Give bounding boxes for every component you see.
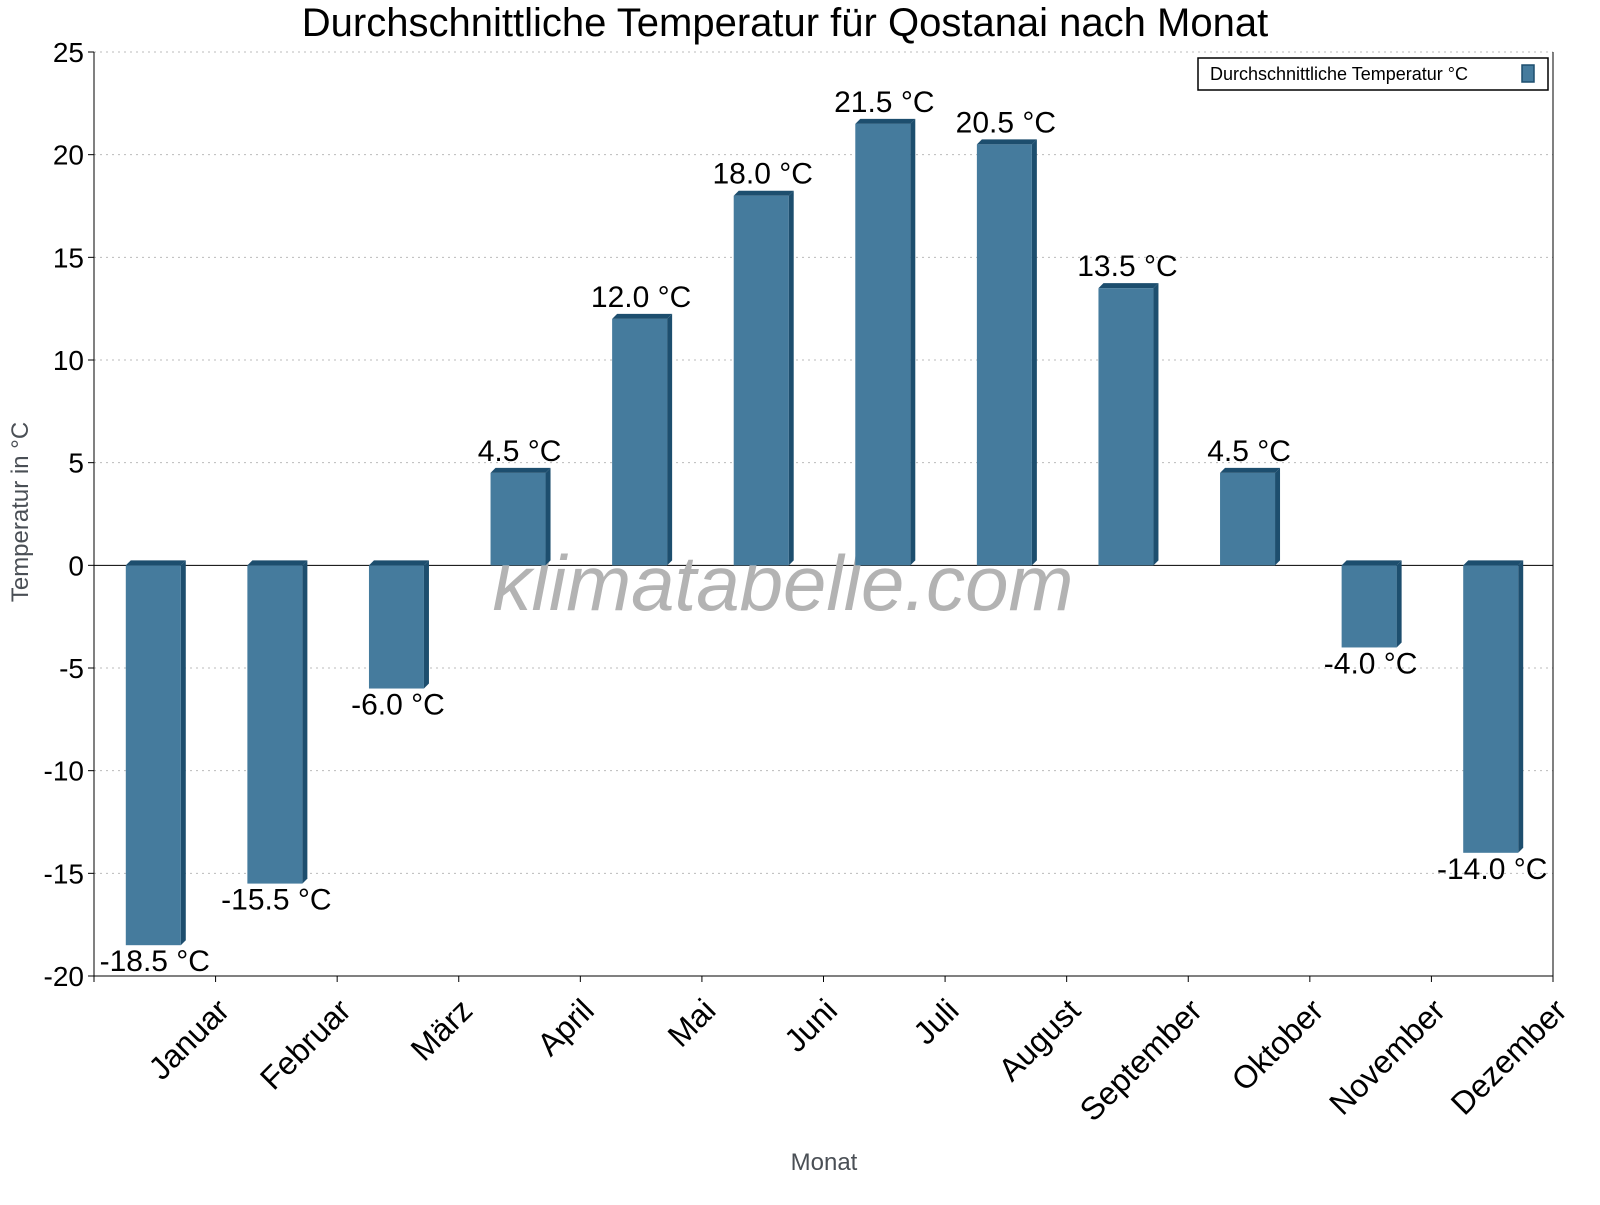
bar-top: [1463, 560, 1524, 566]
x-tick-label: Oktober: [1224, 992, 1330, 1098]
y-tick-label: -5: [59, 653, 84, 684]
bar: [368, 565, 424, 689]
bar-dezember: [1463, 560, 1524, 853]
bar-side: [302, 560, 308, 884]
x-tick-label: Februar: [253, 992, 358, 1097]
y-tick-label: 15: [53, 242, 84, 273]
bar-april: [490, 467, 551, 566]
bar-top: [1220, 467, 1281, 473]
data-label: -4.0 °C: [1324, 647, 1418, 680]
data-label: 4.5 °C: [478, 435, 562, 468]
x-tick-label: März: [404, 992, 480, 1068]
bar-juli: [855, 118, 916, 566]
bar-top: [1341, 560, 1402, 566]
bar-top: [855, 118, 916, 124]
x-tick-label: September: [1073, 992, 1209, 1128]
bar-side: [667, 313, 673, 566]
x-tick-label: August: [991, 992, 1087, 1088]
bar: [976, 144, 1032, 566]
x-tick-label: April: [530, 992, 601, 1063]
legend: Durchschnittliche Temperatur °C: [1197, 57, 1549, 91]
x-tick-label: Januar: [142, 992, 237, 1087]
bar: [1341, 565, 1397, 648]
y-axis-label: Temperatur in °C: [7, 422, 34, 602]
y-tick-label: 5: [68, 448, 84, 479]
bar-top: [612, 313, 673, 319]
x-tick-label: November: [1322, 992, 1452, 1122]
bar-top: [1098, 283, 1159, 289]
bar: [1220, 472, 1276, 566]
bar-januar: [125, 560, 186, 946]
bar-mai: [612, 313, 673, 566]
y-tick-label: 20: [53, 140, 84, 171]
bar-august: [976, 139, 1037, 566]
bar-top: [125, 560, 186, 566]
y-tick-label: -15: [44, 858, 84, 889]
bar-side: [788, 190, 794, 566]
bar: [490, 472, 546, 566]
bar-top: [368, 560, 429, 566]
x-tick-label: Mai: [661, 992, 723, 1054]
legend-label: Durchschnittliche Temperatur °C: [1210, 64, 1468, 84]
bar-oktober: [1220, 467, 1281, 566]
bar-side: [1518, 560, 1524, 853]
bar: [612, 318, 668, 566]
bar: [1098, 288, 1154, 566]
x-tick-label: Juli: [906, 992, 965, 1051]
legend-swatch: [1521, 64, 1535, 83]
x-axis-label: Monat: [791, 1149, 858, 1176]
bar: [247, 565, 303, 884]
data-label: -14.0 °C: [1437, 853, 1547, 886]
bar-side: [423, 560, 429, 689]
bar: [1463, 565, 1519, 853]
bar-side: [1153, 283, 1159, 566]
x-tick-label: Dezember: [1444, 992, 1574, 1122]
chart-title: Durchschnittliche Temperatur für Qostana…: [302, 1, 1268, 45]
bar-september: [1098, 283, 1159, 566]
bar-top: [247, 560, 308, 566]
y-axis: 25 20 15 10 5 0 -5 -10 -15 -20: [44, 37, 1554, 992]
y-tick-label: 10: [53, 345, 84, 376]
data-label: 13.5 °C: [1077, 250, 1177, 283]
bar-side: [910, 118, 916, 566]
data-label: -15.5 °C: [221, 884, 331, 917]
data-label: 12.0 °C: [591, 281, 691, 314]
x-axis: Januar Februar März April Mai Juni Juli AugustS…: [93, 975, 1574, 1128]
y-tick-label: -10: [44, 756, 84, 787]
bar-top: [733, 190, 794, 196]
bar-side: [180, 560, 186, 946]
data-label: 20.5 °C: [956, 106, 1056, 139]
bar-side: [1396, 560, 1402, 648]
data-label: 21.5 °C: [834, 86, 934, 119]
data-label: -6.0 °C: [351, 689, 445, 722]
bar-top: [976, 139, 1037, 145]
bar: [855, 123, 911, 566]
bar-top: [490, 467, 551, 473]
bar-side: [1275, 467, 1281, 566]
bars: -18.5 °C -15.5 °C -6.0 °C 4.5 °C 12.0 °C 18.0…: [100, 86, 1548, 978]
grid-lines: [94, 51, 1553, 977]
y-tick-label: -20: [44, 961, 84, 992]
y-tick-label: 0: [68, 550, 84, 581]
data-label: 18.0 °C: [713, 158, 813, 191]
data-label: -18.5 °C: [100, 945, 210, 978]
bar: [125, 565, 181, 946]
bar-side: [545, 467, 551, 566]
bar-november: [1341, 560, 1402, 648]
bar-februar: [247, 560, 308, 884]
legend-box: [1197, 57, 1549, 91]
bar-märz: [368, 560, 429, 689]
x-tick-label: Juni: [777, 992, 844, 1059]
bar-juni: [733, 190, 794, 566]
data-label: 4.5 °C: [1207, 435, 1291, 468]
bar: [733, 195, 789, 566]
y-tick-label: 25: [53, 37, 84, 68]
bar-side: [1031, 139, 1037, 566]
